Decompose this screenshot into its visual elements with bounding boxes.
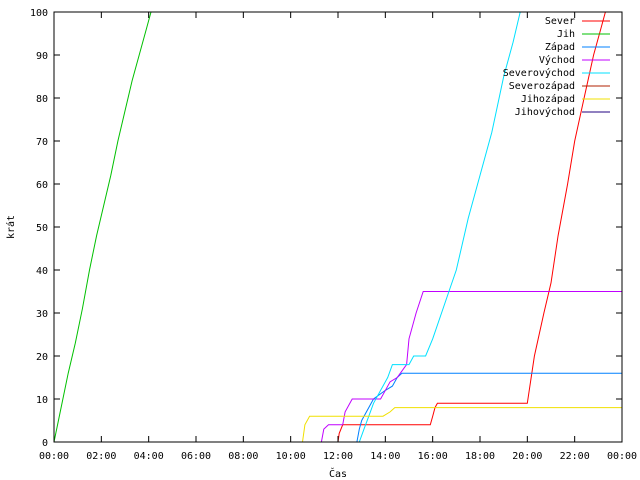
- legend-label-jihozapad: Jihozápad: [521, 93, 575, 105]
- x-tick-label: 00:00: [607, 451, 637, 462]
- x-tick-label: 02:00: [86, 451, 116, 462]
- y-axis-title: krát: [5, 215, 17, 239]
- series-line-jihozapad: [302, 407, 622, 442]
- legend-label-severovychod: Severovýchod: [503, 67, 575, 79]
- y-tick-label: 70: [36, 137, 48, 148]
- x-tick-label: 04:00: [134, 451, 164, 462]
- y-tick-label: 50: [36, 223, 48, 234]
- y-tick-label: 60: [36, 180, 48, 191]
- y-tick-label: 0: [42, 438, 48, 449]
- legend-label-sever: Sever: [545, 16, 575, 27]
- y-tick-label: 20: [36, 352, 48, 363]
- x-tick-label: 22:00: [560, 451, 590, 462]
- series-line-severovychod: [358, 12, 521, 442]
- series-line-jih: [54, 12, 152, 442]
- series-line-sever: [337, 12, 606, 442]
- y-tick-label: 30: [36, 309, 48, 320]
- series-layer: [54, 12, 622, 442]
- y-tick-label: 80: [36, 94, 48, 105]
- x-tick-label: 08:00: [228, 451, 258, 462]
- y-tick-label: 10: [36, 395, 48, 406]
- x-tick-label: 18:00: [465, 451, 495, 462]
- x-tick-label: 20:00: [512, 451, 542, 462]
- x-axis-title: Čas: [329, 467, 347, 480]
- axes-layer: 0 10 20 30 40 50 60 70 80 90 100 00:00 02:00 04:00 06:…: [30, 8, 637, 462]
- legend-label-jih: Jih: [557, 29, 575, 40]
- legend-label-jihovychod: Jihovýchod: [515, 106, 575, 118]
- x-tick-label: 06:00: [181, 451, 211, 462]
- x-tick-label: 12:00: [323, 451, 353, 462]
- legend-label-severozapad: Severozápad: [509, 80, 575, 92]
- x-tick-label: 10:00: [276, 451, 306, 462]
- x-tick-label: 00:00: [39, 451, 69, 462]
- legend-label-zapad: Západ: [545, 41, 575, 53]
- legend-label-vychod: Východ: [539, 54, 575, 66]
- legend: Sever JihZápadVýchodSeverovýchodSeverozáp…: [503, 16, 610, 118]
- y-tick-label: 40: [36, 266, 48, 277]
- x-tick-label: 14:00: [370, 451, 400, 462]
- x-tick-label: 16:00: [418, 451, 448, 462]
- y-tick-label: 100: [30, 8, 48, 19]
- y-tick-label: 90: [36, 51, 48, 62]
- series-line-vychod: [320, 291, 622, 442]
